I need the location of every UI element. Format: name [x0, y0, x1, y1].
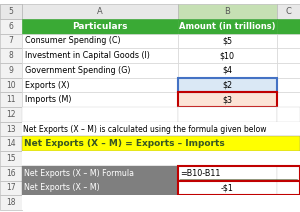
Bar	[178, 78, 277, 92]
Bar	[22, 78, 178, 92]
Text: 15: 15	[6, 154, 16, 163]
Bar	[178, 63, 277, 78]
Text: Exports (X): Exports (X)	[25, 81, 70, 89]
Bar	[22, 63, 178, 78]
Bar	[178, 92, 277, 107]
Text: 13: 13	[6, 125, 16, 134]
Text: Net Exports (X – M) is calculated using the formula given below: Net Exports (X – M) is calculated using …	[23, 125, 267, 134]
Text: 7: 7	[8, 36, 13, 45]
Text: $5: $5	[222, 36, 232, 45]
Text: Amount (in trillions): Amount (in trillions)	[179, 22, 275, 31]
Text: Net Exports (X – M): Net Exports (X – M)	[24, 183, 100, 192]
Text: =B10-B11: =B10-B11	[180, 169, 220, 178]
Bar	[22, 48, 178, 63]
Bar	[178, 166, 300, 180]
Bar	[0, 63, 22, 78]
Text: Consumer Spending (C): Consumer Spending (C)	[25, 36, 121, 45]
Text: 16: 16	[6, 169, 16, 178]
Bar	[22, 34, 178, 48]
Bar	[22, 122, 300, 137]
Text: $4: $4	[222, 66, 232, 75]
Bar	[0, 4, 22, 19]
Bar	[0, 137, 22, 151]
Bar	[277, 48, 300, 63]
Bar	[0, 107, 22, 122]
Bar	[277, 34, 300, 48]
Bar	[22, 195, 300, 210]
Text: 14: 14	[6, 139, 16, 148]
Bar	[0, 195, 22, 210]
Text: 6: 6	[8, 22, 13, 31]
Bar	[277, 19, 300, 34]
Text: $2: $2	[222, 81, 232, 89]
Text: 8: 8	[8, 51, 13, 60]
Bar	[0, 166, 22, 180]
Text: 12: 12	[6, 110, 16, 119]
Text: 10: 10	[6, 81, 16, 89]
Bar	[22, 166, 178, 180]
Text: -$1: -$1	[221, 183, 233, 192]
Bar	[277, 166, 300, 180]
Bar	[0, 34, 22, 48]
Bar	[178, 92, 277, 107]
Bar	[178, 78, 277, 92]
Text: 11: 11	[6, 95, 16, 104]
Text: Government Spending (G): Government Spending (G)	[25, 66, 131, 75]
Text: Net Exports (X – M) Formula: Net Exports (X – M) Formula	[24, 169, 134, 178]
Text: A: A	[97, 7, 103, 16]
Bar	[22, 151, 300, 166]
Bar	[277, 63, 300, 78]
Text: Investment in Capital Goods (I): Investment in Capital Goods (I)	[25, 51, 150, 60]
Bar	[277, 180, 300, 195]
Text: Net Exports (X – M) = Exports – Imports: Net Exports (X – M) = Exports – Imports	[24, 139, 225, 148]
Text: 5: 5	[8, 7, 13, 16]
Bar	[178, 34, 277, 48]
Bar	[22, 137, 300, 151]
Bar	[277, 92, 300, 107]
Bar	[0, 122, 22, 137]
Bar	[178, 180, 300, 195]
Text: B: B	[224, 7, 230, 16]
Bar	[22, 92, 178, 107]
Text: $3: $3	[222, 95, 232, 104]
Text: 17: 17	[6, 183, 16, 192]
Text: Particulars: Particulars	[72, 22, 128, 31]
Bar	[0, 180, 22, 195]
Bar	[178, 4, 277, 19]
Bar	[22, 19, 178, 34]
Bar	[22, 107, 178, 122]
Text: C: C	[285, 7, 291, 16]
Bar	[0, 92, 22, 107]
Text: 18: 18	[6, 198, 16, 207]
Bar	[178, 19, 277, 34]
Bar	[0, 4, 22, 19]
Text: $10: $10	[220, 51, 235, 60]
Text: Imports (M): Imports (M)	[25, 95, 72, 104]
Bar	[178, 180, 277, 195]
Bar	[0, 78, 22, 92]
Text: 9: 9	[8, 66, 13, 75]
Bar	[178, 48, 277, 63]
Bar	[178, 107, 277, 122]
Bar	[277, 107, 300, 122]
Bar	[22, 180, 178, 195]
Bar	[0, 48, 22, 63]
Bar	[0, 19, 22, 34]
Bar	[0, 151, 22, 166]
Bar	[277, 4, 300, 19]
Bar	[178, 166, 277, 180]
Bar	[22, 4, 178, 19]
Bar	[277, 78, 300, 92]
